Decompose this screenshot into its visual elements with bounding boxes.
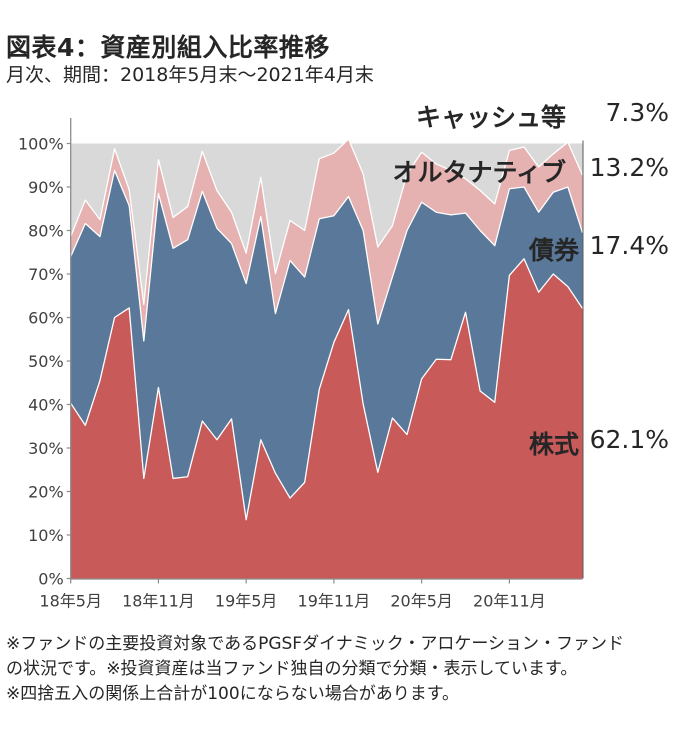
y-tick-label: 50% (28, 352, 64, 371)
y-tick-label: 0% (38, 570, 63, 589)
chart-title: 図表4：資産別組入比率推移 (6, 33, 330, 62)
series-boundary-line (70, 138, 584, 306)
y-tick-label: 30% (28, 439, 64, 458)
x-tick-label: 18年5月 (39, 592, 102, 611)
label-bond-name: 債券 (528, 236, 579, 265)
y-tick-label: 90% (28, 178, 64, 197)
y-tick-label: 20% (28, 483, 64, 502)
area-cash (70, 139, 583, 305)
y-tick-label: 40% (28, 396, 64, 415)
x-axis-ticks: 18年5月 18年11月 19年5月 19年11月 20年5月 20年11月 (39, 578, 546, 611)
x-tick-label: 19年5月 (215, 592, 278, 611)
stacked-area-chart: 0%10%20%30%40%50%60%70%80%90%100% 18年5月 1… (18, 118, 584, 611)
footnotes: ※ファンドの主要投資対象であるPGSFダイナミック・アロケーション・ファンド の… (6, 632, 624, 707)
area-stock (70, 258, 583, 579)
y-tick-label: 80% (28, 222, 64, 241)
label-alternative-name: オルタナティブ (392, 158, 566, 187)
label-bond-value: 17.4% (589, 231, 669, 260)
footnote-line: ※ファンドの主要投資対象であるPGSFダイナミック・アロケーション・ファンド (6, 634, 625, 654)
x-tick-label: 20年5月 (390, 592, 453, 611)
x-tick-label: 19年11月 (298, 592, 371, 611)
series-boundary-line (70, 169, 584, 342)
y-tick-label: 10% (28, 526, 64, 545)
x-tick-label: 18年11月 (122, 592, 195, 611)
area-alternative (70, 139, 583, 341)
y-axis-ticks: 0% 10% 20% 30% 40% 50% 60% 70% 80% 90% 100% (18, 135, 71, 589)
label-alternative-value: 13.2% (589, 153, 669, 182)
label-stock-value: 62.1% (589, 425, 669, 454)
series-boundary-line (70, 258, 584, 521)
footnote-line: ※四捨五入の関係上合計が100にならない場合があります。 (6, 684, 459, 704)
y-tick-label: 70% (28, 265, 64, 284)
area-layers (70, 138, 584, 579)
label-cash-value: 7.3% (605, 98, 669, 127)
axes (70, 118, 584, 580)
label-stock-name: 株式 (528, 430, 579, 459)
y-tick-label: 100% (18, 135, 64, 154)
x-tick-label: 20年11月 (473, 592, 546, 611)
label-cash-name: キャッシュ等 (415, 103, 566, 132)
y-tick-label: 60% (28, 309, 64, 328)
footnote-line: の状況です。※投資資産は当ファンド独自の分類で分類・表示しています。 (6, 659, 578, 679)
chart-subtitle: 月次、期間：2018年5月末～2021年4月末 (6, 64, 374, 86)
